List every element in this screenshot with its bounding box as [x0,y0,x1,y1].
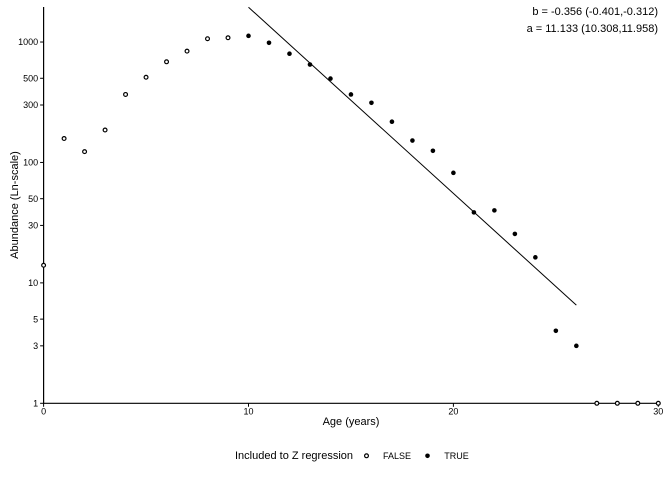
legend-label-false: FALSE [383,451,411,461]
data-point-false [82,149,88,155]
data-point-false [123,91,129,97]
x-tick-label: 10 [243,406,253,416]
legend-label-true: TRUE [444,451,469,461]
data-point-true [492,208,497,213]
data-point-false [184,48,190,54]
y-tick-label: 50 [28,194,38,204]
x-tick-label: 0 [41,406,46,416]
legend-open-circle-icon [364,453,370,459]
data-point-true [533,255,538,260]
data-point-true [266,40,272,46]
y-axis-title: Abundance (Ln-scale) [9,151,21,259]
data-point-true [287,51,292,56]
regression-line [248,6,577,306]
data-point-false [635,400,641,406]
data-point-false [61,136,67,142]
data-point-false [164,59,170,65]
data-point-true [553,328,559,334]
y-tick-label: 10 [28,278,38,288]
intercept-annotation: a = 11.133 (10.308,11.958) [527,23,658,35]
y-tick-label: 300 [23,100,38,110]
legend-filled-circle-icon [425,453,430,459]
y-tick-label: 5 [33,314,38,324]
data-point-false [143,74,149,80]
x-tick-label: 30 [653,406,663,416]
slope-annotation: b = -0.356 (-0.401,-0.312) [532,6,658,18]
data-point-true [389,119,395,124]
legend-title: Included to Z regression [235,450,353,462]
data-point-false [614,400,620,406]
plot-area: 0 10 20 30 1 3 5 10 30 50 100 300 500 1000 [18,6,663,416]
data-point-true [328,76,333,81]
data-point-false [102,127,108,133]
data-point-true [574,343,579,349]
data-point-false [655,400,661,406]
data-point-true [451,170,456,176]
data-point-true [471,210,477,215]
data-point-true [246,33,251,39]
data-point-false [225,35,231,41]
data-point-false [594,400,600,406]
data-point-true [512,231,518,237]
y-tick-label: 30 [28,221,38,231]
y-tick-label: 3 [33,341,38,351]
y-tick-label: 500 [23,73,38,83]
data-point-false [205,36,211,42]
data-point-true [410,138,415,143]
data-point-true [348,92,354,97]
y-tick-label: 1 [33,399,38,409]
y-tick-label: 1000 [18,37,38,47]
data-point-true [369,100,374,106]
x-tick-label: 20 [448,406,458,416]
y-tick-label: 100 [23,158,38,168]
legend: Included to Z regression FALSE TRUE [235,450,469,462]
data-point-true [430,148,436,154]
data-point-true [307,62,313,67]
x-axis-title: Age (years) [323,416,380,428]
data-point-false [41,262,47,268]
